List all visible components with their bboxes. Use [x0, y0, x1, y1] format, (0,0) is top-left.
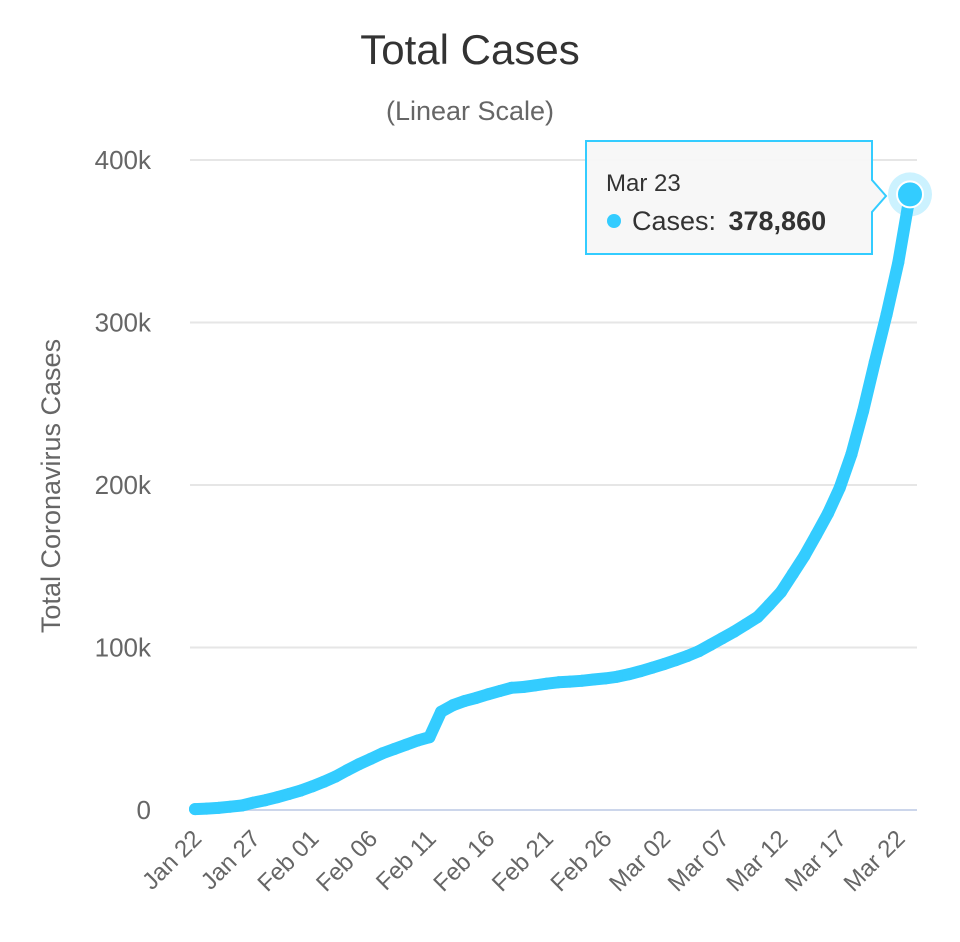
data-point[interactable]	[728, 625, 741, 638]
x-tick-label: Jan 27	[196, 825, 266, 895]
data-point[interactable]	[446, 699, 459, 712]
tooltip-label: Cases:	[632, 206, 716, 236]
data-point[interactable]	[435, 705, 448, 718]
data-point[interactable]	[634, 665, 647, 678]
data-point[interactable]	[599, 672, 612, 685]
data-point[interactable]	[575, 674, 588, 687]
data-point[interactable]	[681, 650, 694, 662]
data-point[interactable]	[646, 661, 659, 674]
series-line-cases	[189, 188, 916, 816]
tooltip-series-dot	[607, 214, 621, 228]
tooltip-text: Cases: 378,860	[632, 206, 826, 236]
data-point[interactable]	[552, 676, 565, 689]
data-point[interactable]	[611, 670, 623, 683]
x-tick-label: Feb 11	[371, 825, 442, 896]
data-point[interactable]	[353, 758, 366, 771]
data-point[interactable]	[189, 803, 201, 816]
x-tick-label: Mar 07	[663, 825, 735, 897]
tooltip-box	[585, 140, 888, 255]
data-point[interactable]	[857, 405, 870, 418]
x-tick-label: Feb 21	[487, 825, 559, 897]
y-axis-ticks: 0 100k 200k 300k 400k	[95, 145, 152, 825]
x-tick-label: Jan 22	[137, 825, 207, 895]
data-point[interactable]	[364, 752, 377, 765]
y-axis-label: Total Coronavirus Cases	[36, 339, 66, 633]
data-point[interactable]	[235, 799, 248, 812]
data-point[interactable]	[822, 507, 834, 520]
data-point[interactable]	[880, 308, 893, 321]
data-point[interactable]	[669, 654, 682, 667]
chart-title: Total Cases	[360, 26, 579, 73]
data-point[interactable]	[247, 796, 260, 809]
data-point[interactable]	[376, 747, 389, 760]
data-point[interactable]	[470, 691, 483, 704]
data-point[interactable]	[294, 784, 307, 797]
data-point[interactable]	[716, 632, 729, 645]
data-point[interactable]	[622, 668, 635, 681]
data-point[interactable]	[458, 695, 471, 707]
y-tick-label: 200k	[95, 470, 152, 500]
data-point[interactable]	[528, 679, 541, 692]
data-point[interactable]	[411, 734, 424, 747]
x-tick-label: Feb 16	[428, 825, 500, 897]
data-point[interactable]	[540, 677, 553, 690]
x-tick-label: Mar 02	[604, 825, 676, 897]
data-point[interactable]	[271, 791, 283, 804]
data-point[interactable]	[282, 788, 295, 800]
data-point[interactable]	[868, 356, 881, 369]
data-point[interactable]	[775, 585, 788, 598]
data-point[interactable]	[493, 685, 506, 697]
data-point[interactable]	[259, 794, 272, 807]
data-point[interactable]	[786, 567, 799, 580]
x-tick-label: Mar 22	[839, 825, 911, 897]
data-point[interactable]	[517, 681, 530, 693]
x-tick-label: Mar 12	[721, 825, 793, 897]
data-point[interactable]	[423, 731, 436, 744]
y-tick-label: 0	[137, 795, 151, 825]
y-tick-label: 300k	[95, 308, 152, 338]
data-point[interactable]	[224, 800, 237, 813]
data-point[interactable]	[341, 764, 354, 777]
data-point[interactable]	[845, 448, 858, 461]
data-point[interactable]	[200, 802, 213, 815]
data-point[interactable]	[212, 801, 225, 814]
data-point[interactable]	[657, 658, 670, 671]
data-point[interactable]	[306, 780, 319, 793]
data-point[interactable]	[833, 481, 846, 494]
data-point[interactable]	[751, 611, 764, 623]
data-points	[189, 188, 916, 816]
x-tick-label: Feb 01	[253, 825, 325, 897]
data-point[interactable]	[763, 598, 776, 611]
data-point[interactable]	[564, 675, 577, 688]
data-point[interactable]	[587, 673, 600, 686]
tooltip-date: Mar 23	[606, 170, 681, 197]
data-point[interactable]	[329, 770, 342, 783]
y-tick-label: 400k	[95, 145, 152, 175]
data-point[interactable]	[482, 688, 494, 701]
data-point[interactable]	[693, 645, 705, 658]
x-tick-label: Feb 06	[311, 825, 383, 897]
data-point[interactable]	[798, 549, 811, 562]
data-point[interactable]	[388, 743, 401, 755]
hover-marker[interactable]	[896, 180, 924, 209]
data-point[interactable]	[400, 738, 412, 751]
data-point[interactable]	[704, 638, 717, 651]
y-tick-label: 100k	[95, 633, 152, 663]
chart-subtitle: (Linear Scale)	[386, 96, 554, 126]
data-point[interactable]	[892, 256, 905, 269]
data-point[interactable]	[810, 528, 823, 541]
data-point[interactable]	[505, 681, 518, 694]
tooltip: Mar 23 Cases: 378,860	[585, 140, 888, 255]
data-point[interactable]	[739, 618, 752, 631]
x-tick-label: Mar 17	[780, 825, 852, 897]
x-tick-label: Feb 26	[546, 825, 618, 897]
tooltip-value: 378,860	[729, 206, 827, 236]
data-point[interactable]	[317, 775, 330, 788]
